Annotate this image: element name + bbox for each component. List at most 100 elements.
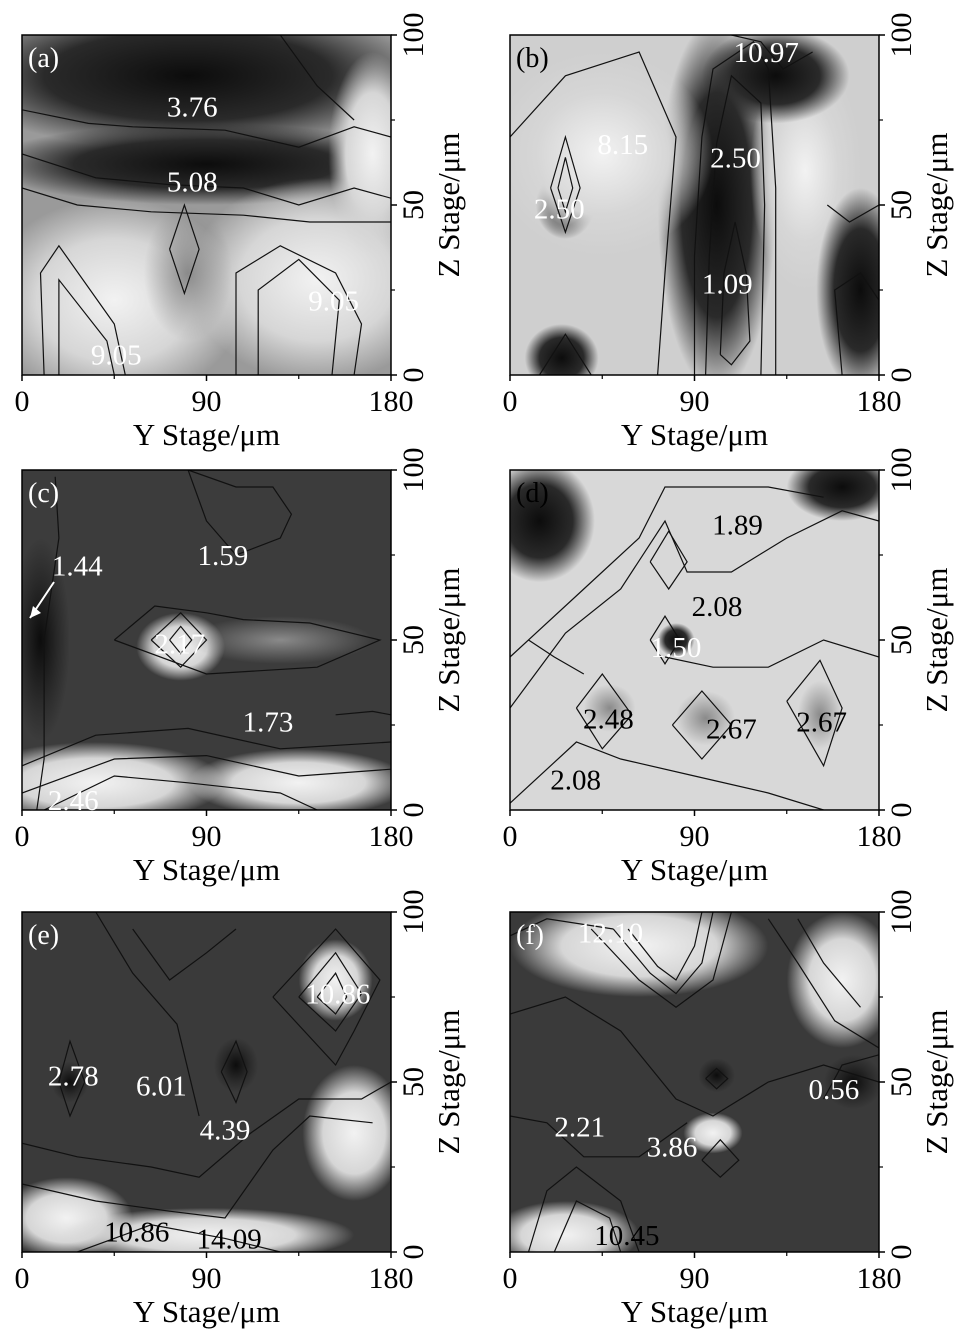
y-axis-title: Z Stage/μm — [431, 568, 466, 713]
contour-value-label: 2.48 — [583, 703, 634, 735]
contour-line — [705, 1067, 729, 1090]
contour-value-label: 2.08 — [692, 591, 743, 623]
y-tick-label: 0 — [885, 1245, 918, 1260]
contour-panel-b: (b) 10.97 8.15 2.50 2.50 1.09 0 90 180 Y Stage/μm… — [503, 13, 955, 453]
shade-region — [698, 1058, 736, 1093]
contour-value-label: 1.73 — [243, 707, 294, 739]
contour-value-label: 1.89 — [712, 509, 763, 541]
contour-field — [22, 35, 391, 375]
contour-value-label: 3.86 — [647, 1132, 698, 1164]
contour-value-label: 2.46 — [48, 785, 99, 817]
contour-line — [510, 1115, 688, 1158]
y-axis-title: Z Stage/μm — [919, 1010, 954, 1155]
contour-value-label: 2.08 — [550, 764, 601, 796]
contour-value-label: 1.09 — [702, 268, 753, 300]
contour-value-label: 2.67 — [706, 713, 757, 745]
contour-value-label: 2.50 — [534, 193, 585, 225]
contour-value-label: 2.21 — [554, 1111, 605, 1143]
y-tick-label: 0 — [397, 368, 430, 383]
contour-line — [527, 1166, 640, 1252]
contour-line — [510, 741, 824, 810]
y-axis-title: Z Stage/μm — [431, 1010, 466, 1155]
contour-line — [627, 912, 703, 981]
shade-region — [524, 324, 599, 375]
contour-value-label: 6.01 — [136, 1070, 187, 1102]
shade-region — [143, 205, 233, 341]
contour-value-label: 9.05 — [91, 340, 142, 372]
x-tick-label: 90 — [192, 385, 222, 418]
x-axis-title: Y Stage/μm — [133, 417, 280, 452]
x-tick-label: 180 — [369, 820, 414, 853]
x-tick-label: 0 — [15, 385, 30, 418]
contour-line — [731, 35, 813, 70]
shade-region — [510, 1201, 640, 1252]
shade-region — [188, 748, 391, 810]
contour-line — [510, 510, 879, 709]
shade-region — [22, 742, 225, 810]
y-axis-title: Z Stage/μm — [919, 568, 954, 713]
panel-label: (c) — [28, 478, 59, 509]
contour-line — [510, 918, 614, 937]
shade-region — [188, 616, 373, 664]
contour-line — [43, 775, 318, 810]
contour-panel-d: (d) 1.89 2.08 1.50 2.48 2.67 2.67 2.08 0 90 180 Y S… — [503, 448, 955, 888]
contour-line — [719, 221, 751, 366]
contour-value-label: 3.76 — [167, 91, 218, 123]
contour-line — [298, 951, 363, 1032]
shade-region — [58, 1207, 355, 1252]
contour-line — [113, 605, 382, 675]
y-tick-label: 0 — [885, 368, 918, 383]
y-tick-label: 100 — [397, 890, 430, 935]
x-axis-title: Y Stage/μm — [621, 1294, 768, 1329]
y-tick-label: 0 — [397, 1245, 430, 1260]
contour-line — [279, 35, 355, 121]
x-tick-label: 90 — [680, 385, 710, 418]
contour-value-label: 10.97 — [734, 37, 799, 69]
contour-value-label: 12.10 — [578, 917, 643, 949]
y-tick-label: 50 — [885, 1067, 918, 1097]
x-tick-label: 180 — [857, 385, 902, 418]
shade-region — [188, 177, 391, 375]
x-tick-label: 0 — [15, 820, 30, 853]
shade-region — [22, 35, 391, 151]
contour-value-label: 10.45 — [594, 1220, 659, 1252]
contour-value-label: 1.59 — [198, 540, 249, 572]
contour-line — [187, 470, 293, 556]
contour-line — [510, 486, 824, 658]
x-tick-label: 90 — [680, 820, 710, 853]
contour-value-label: 2.50 — [710, 142, 761, 174]
contour-line — [22, 727, 391, 767]
y-tick-label: 0 — [885, 803, 918, 818]
contour-line — [316, 972, 348, 1015]
contour-line — [22, 187, 391, 223]
panel-label: (f) — [516, 920, 544, 951]
y-tick-label: 100 — [885, 890, 918, 935]
contour-line — [510, 996, 879, 1117]
x-tick-label: 180 — [857, 1262, 902, 1295]
shade-region — [328, 52, 391, 256]
x-tick-label: 180 — [369, 1262, 414, 1295]
y-tick-label: 50 — [885, 625, 918, 655]
y-tick-label: 100 — [885, 448, 918, 493]
contour-line — [538, 333, 592, 375]
shade-region — [797, 680, 843, 749]
contour-line — [150, 611, 208, 669]
y-tick-label: 50 — [397, 625, 430, 655]
contour-line — [22, 153, 391, 206]
x-axis-title: Y Stage/μm — [133, 1294, 280, 1329]
contour-value-label: 10.86 — [305, 979, 370, 1011]
contour-line — [58, 278, 115, 375]
contour-line — [169, 203, 200, 296]
x-tick-label: 0 — [503, 385, 518, 418]
y-tick-label: 50 — [397, 190, 430, 220]
contour-value-label: 5.08 — [167, 166, 218, 198]
contour-panel-f: (f) 12.10 0.56 2.21 3.86 10.45 0 90 180 Y Stage/μ… — [503, 890, 955, 1330]
contour-line — [701, 1138, 740, 1179]
contour-line — [767, 918, 879, 1049]
shade-region — [213, 1037, 259, 1093]
contour-line — [77, 1224, 281, 1252]
shade-region — [510, 52, 713, 256]
x-tick-label: 180 — [369, 385, 414, 418]
contour-line — [826, 204, 879, 223]
